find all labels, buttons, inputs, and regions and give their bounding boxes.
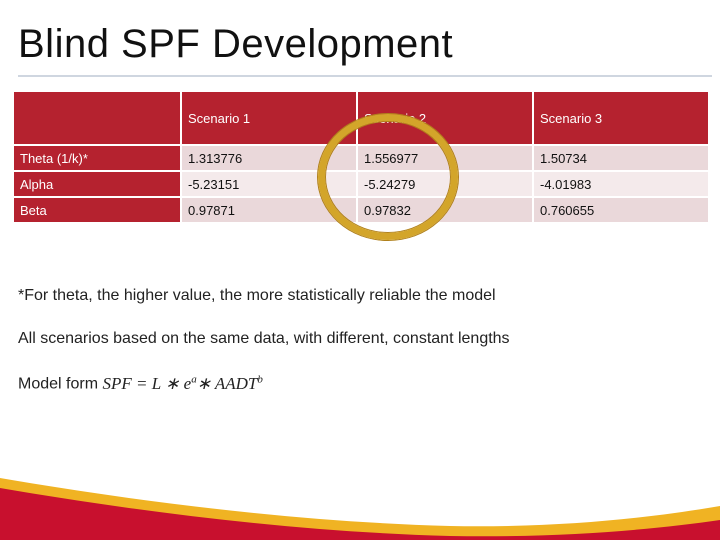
spf-scenario-table: Scenario 1 Scenario 2 Scenario 3 Theta (… xyxy=(12,90,710,224)
model-form-label: Model form xyxy=(18,375,99,393)
table-cell: -5.23151 xyxy=(180,170,358,198)
table-row-theta: Theta (1/k)* 1.313776 1.556977 1.50734 xyxy=(12,144,710,172)
formula-times-2: ∗ xyxy=(196,373,215,393)
footer-red-band xyxy=(0,488,720,540)
formula-lhs: SPF xyxy=(102,373,132,393)
formula-length: L xyxy=(151,373,161,393)
formula-exp-b: b xyxy=(257,373,263,385)
table-header-row: Scenario 1 Scenario 2 Scenario 3 xyxy=(12,90,710,146)
title-divider xyxy=(18,75,712,77)
table-row-beta: Beta 0.97871 0.97832 0.760655 xyxy=(12,196,710,224)
row-label-alpha: Alpha xyxy=(12,170,182,198)
scenarios-note: All scenarios based on the same data, wi… xyxy=(18,330,510,347)
model-form-line: Model form SPF = L ∗ ea∗ AADTb xyxy=(18,373,263,394)
header-scenario-1: Scenario 1 xyxy=(180,90,358,146)
table-cell: 1.556977 xyxy=(356,144,534,172)
spf-formula: SPF = L ∗ ea∗ AADTb xyxy=(102,373,263,393)
formula-times-1: ∗ xyxy=(160,373,184,393)
formula-equals: = xyxy=(131,373,152,393)
table-cell: 0.97832 xyxy=(356,196,534,224)
header-corner-cell xyxy=(12,90,182,146)
table-cell: -5.24279 xyxy=(356,170,534,198)
header-scenario-2: Scenario 2 xyxy=(356,90,534,146)
formula-aadt: AADT xyxy=(214,373,258,393)
formula-exp-a: a xyxy=(191,373,197,385)
formula-e: e xyxy=(183,373,192,393)
table-cell: -4.01983 xyxy=(532,170,710,198)
table-cell: 1.313776 xyxy=(180,144,358,172)
theta-footnote: *For theta, the higher value, the more s… xyxy=(18,287,496,304)
table-cell: 1.50734 xyxy=(532,144,710,172)
table-row-alpha: Alpha -5.23151 -5.24279 -4.01983 xyxy=(12,170,710,198)
footer-swoosh-graphic xyxy=(0,478,720,540)
row-label-beta: Beta xyxy=(12,196,182,224)
header-scenario-3: Scenario 3 xyxy=(532,90,710,146)
slide-title: Blind SPF Development xyxy=(18,22,454,66)
row-label-theta: Theta (1/k)* xyxy=(12,144,182,172)
table-cell: 0.97871 xyxy=(180,196,358,224)
table-cell: 0.760655 xyxy=(532,196,710,224)
